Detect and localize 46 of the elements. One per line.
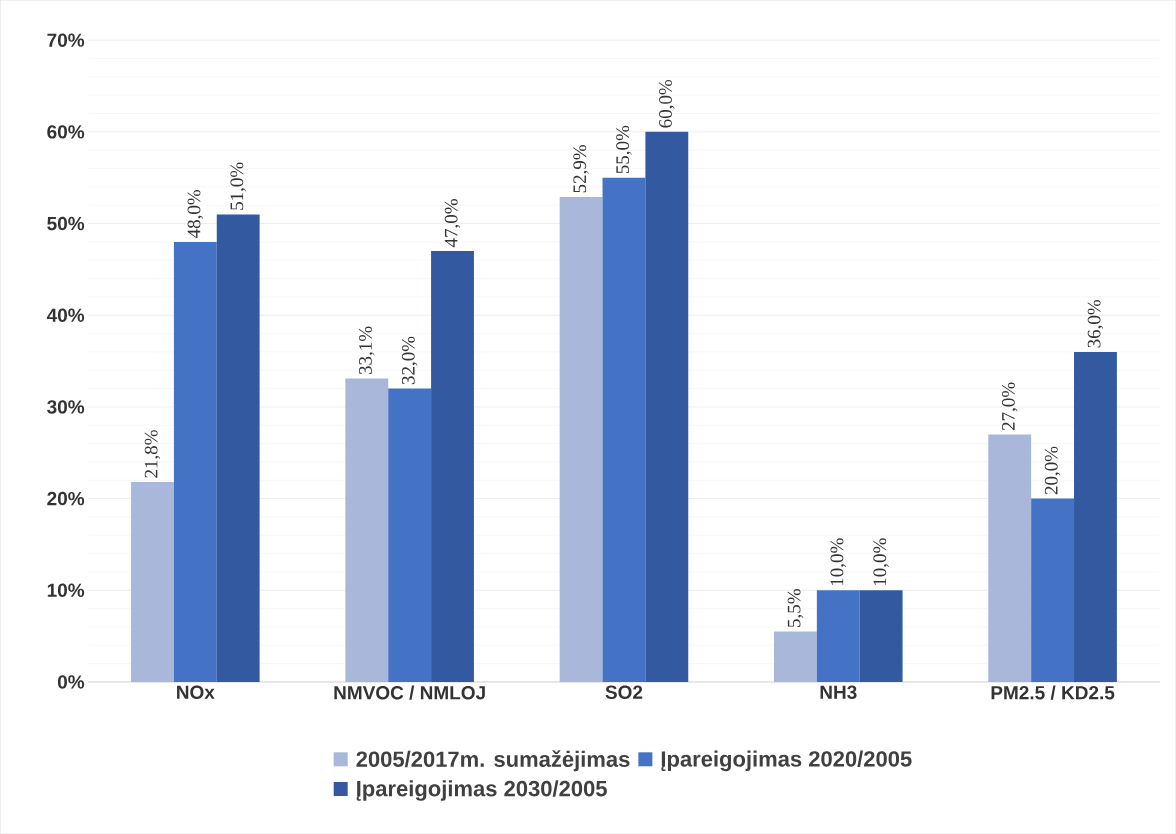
y-tick-label: 70% — [47, 33, 85, 47]
x-tick-label: NMVOC / NMLOJ — [334, 685, 485, 700]
bar — [602, 177, 646, 682]
data-label: 48,0% — [187, 189, 204, 238]
data-label: 27,0% — [1001, 382, 1018, 431]
data-label: 5,5% — [787, 589, 804, 627]
bar — [216, 214, 260, 682]
bar — [1074, 351, 1117, 682]
x-tick-label: SO2 — [605, 685, 643, 699]
data-label: 51,0% — [230, 162, 246, 210]
data-label: 32,0% — [401, 336, 418, 385]
y-tick-label: 60% — [47, 125, 85, 139]
data-label: 36,0% — [1087, 299, 1104, 348]
data-label: 20,0% — [1044, 446, 1061, 495]
bar — [388, 388, 432, 682]
y-tick-label: 10% — [47, 583, 85, 597]
bar — [645, 131, 689, 682]
bar — [559, 196, 603, 682]
bar — [816, 590, 860, 682]
legend-label: Įpareigojimas 2020/2005 — [661, 750, 912, 772]
bar — [1031, 498, 1075, 682]
bar — [859, 590, 903, 682]
x-tick-label: NH3 — [820, 685, 857, 699]
bar — [173, 241, 217, 682]
data-label: 52,9% — [573, 144, 589, 193]
data-label: 47,0% — [444, 199, 461, 248]
data-label: 55,0% — [616, 125, 632, 174]
data-label: 10,0% — [873, 538, 889, 586]
data-label: 21,8% — [144, 430, 161, 478]
bar — [988, 434, 1032, 682]
x-tick-label: PM2.5 / KD2.5 — [991, 685, 1115, 700]
bar — [431, 251, 474, 682]
x-tick-label: NOx — [177, 685, 215, 699]
bar — [131, 482, 174, 682]
y-tick-label: 20% — [47, 491, 85, 506]
data-label: 10,0% — [830, 538, 847, 586]
y-tick-label: 0% — [57, 675, 85, 689]
y-tick-label: 40% — [46, 308, 85, 322]
bar — [773, 631, 817, 682]
legend-label: 2005/2017m. sumažėjimas — [356, 750, 630, 772]
bar — [345, 378, 389, 682]
data-label: 60,0% — [659, 79, 675, 128]
y-tick-label: 50% — [47, 216, 85, 231]
data-label: 33,1% — [359, 326, 375, 374]
y-tick-label: 30% — [47, 400, 85, 414]
legend-label: Įpareigojimas 2030/2005 — [356, 780, 607, 801]
